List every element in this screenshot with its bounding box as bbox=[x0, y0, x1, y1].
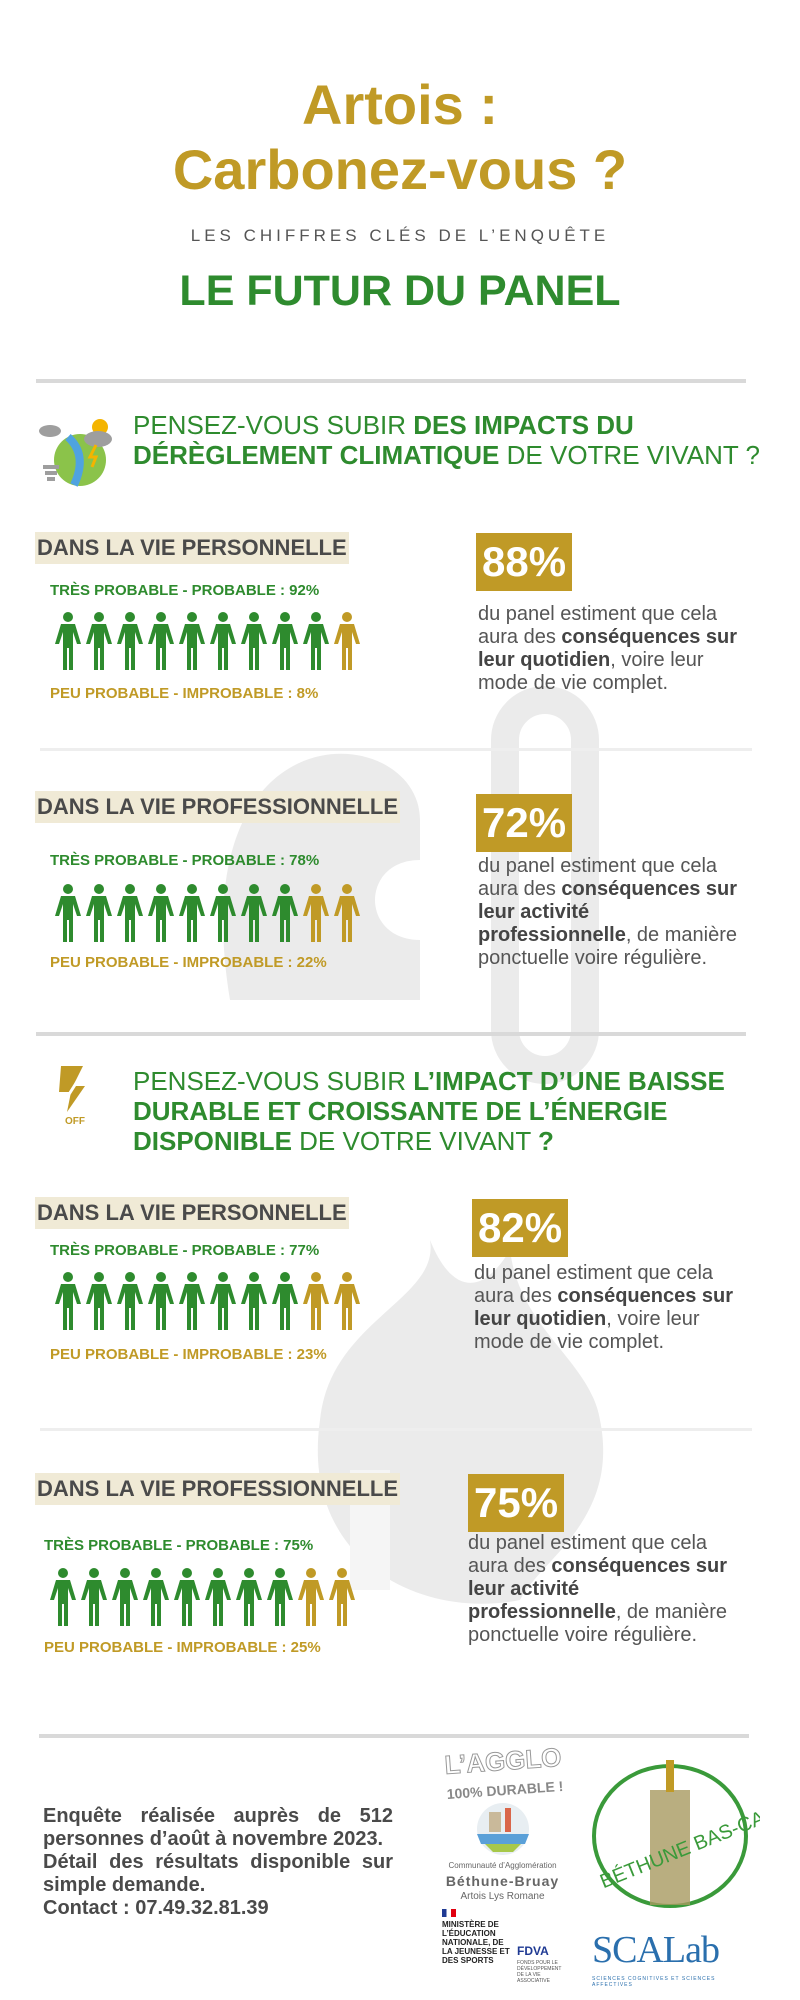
likely-label: TRÈS PROBABLE - PROBABLE : 78% bbox=[50, 852, 320, 869]
person-likely-icon bbox=[117, 612, 143, 670]
unlikely-label: PEU PROBABLE - IMPROBABLE : 8% bbox=[50, 685, 319, 702]
percent-badge: 88% bbox=[476, 533, 573, 591]
person-likely-icon bbox=[210, 1272, 236, 1330]
svg-text:OFF: OFF bbox=[65, 1116, 85, 1126]
likely-label: TRÈS PROBABLE - PROBABLE : 92% bbox=[50, 582, 320, 599]
divider bbox=[36, 379, 746, 383]
likely-label: TRÈS PROBABLE - PROBABLE : 75% bbox=[44, 1537, 314, 1554]
person-unlikely-icon bbox=[303, 1272, 329, 1330]
person-likely-icon bbox=[143, 1568, 169, 1626]
person-likely-icon bbox=[241, 612, 267, 670]
person-likely-icon bbox=[210, 884, 236, 942]
percent-badge: 75% bbox=[468, 1474, 565, 1532]
scalab-subtext: SCIENCES COGNITIVES ET SCIENCES AFFECTIV… bbox=[592, 1976, 716, 1988]
percent-description: du panel estiment que cela aura des cons… bbox=[478, 855, 738, 969]
context-label: DANS LA VIE PROFESSIONNELLE bbox=[35, 1473, 401, 1505]
person-unlikely-icon bbox=[303, 884, 329, 942]
divider bbox=[40, 748, 752, 751]
person-likely-icon bbox=[86, 884, 112, 942]
person-likely-icon bbox=[174, 1568, 200, 1626]
person-likely-icon bbox=[179, 612, 205, 670]
contact-phone: Contact : 07.49.32.81.39 bbox=[43, 1897, 269, 1919]
percent-badge: 72% bbox=[476, 794, 573, 852]
person-likely-icon bbox=[272, 612, 298, 670]
people-pictogram bbox=[50, 1568, 355, 1626]
climate-weather-icon bbox=[39, 419, 112, 487]
person-likely-icon bbox=[148, 884, 174, 942]
question-2: PENSEZ-VOUS SUBIR L’IMPACT D’UNE BAISSE … bbox=[133, 1066, 725, 1156]
fdva-subtext: FONDS POUR LE DÉVELOPPEMENT DE LA VIE AS… bbox=[517, 1960, 562, 1984]
context-label: DANS LA VIE PERSONNELLE bbox=[35, 532, 349, 564]
person-likely-icon bbox=[55, 1272, 81, 1330]
percent-description: du panel estiment que cela aura des cons… bbox=[478, 603, 738, 694]
person-likely-icon bbox=[50, 1568, 76, 1626]
agglo-emblem-icon bbox=[477, 1803, 529, 1855]
person-unlikely-icon bbox=[334, 884, 360, 942]
divider bbox=[39, 1734, 749, 1738]
person-likely-icon bbox=[179, 1272, 205, 1330]
title-line-2: Carbonez-vous ? bbox=[172, 138, 628, 201]
person-likely-icon bbox=[148, 612, 174, 670]
people-pictogram bbox=[55, 884, 360, 942]
power-off-icon: OFF bbox=[57, 1065, 89, 1126]
bethune-bas-carbone-logo: BÉTHUNE BAS-CARBONE bbox=[592, 1760, 760, 1908]
results-availability: Détail des résultats disponible sur simp… bbox=[43, 1851, 393, 1896]
ministere-logo: MINISTÈRE DE L’ÉDUCATION NATIONALE, DE L… bbox=[442, 1920, 510, 1965]
person-likely-icon bbox=[179, 884, 205, 942]
person-unlikely-icon bbox=[334, 1272, 360, 1330]
person-likely-icon bbox=[81, 1568, 107, 1626]
person-likely-icon bbox=[117, 884, 143, 942]
percent-badge: 82% bbox=[472, 1199, 569, 1257]
title-line-1: Artois : bbox=[302, 73, 498, 136]
person-likely-icon bbox=[55, 612, 81, 670]
person-likely-icon bbox=[303, 612, 329, 670]
person-unlikely-icon bbox=[334, 612, 360, 670]
person-likely-icon bbox=[241, 1272, 267, 1330]
person-likely-icon bbox=[236, 1568, 262, 1626]
person-likely-icon bbox=[117, 1272, 143, 1330]
panel-heading: LE FUTUR DU PANEL bbox=[179, 267, 621, 315]
people-pictogram bbox=[55, 1272, 360, 1330]
person-likely-icon bbox=[148, 1272, 174, 1330]
unlikely-label: PEU PROBABLE - IMPROBABLE : 23% bbox=[50, 1346, 327, 1363]
people-pictogram bbox=[55, 612, 360, 670]
divider bbox=[40, 1428, 752, 1431]
unlikely-label: PEU PROBABLE - IMPROBABLE : 22% bbox=[50, 954, 327, 971]
survey-info: Enquête réalisée auprès de 512 personnes… bbox=[43, 1805, 393, 1850]
context-label: DANS LA VIE PERSONNELLE bbox=[35, 1197, 349, 1229]
person-unlikely-icon bbox=[329, 1568, 355, 1626]
person-likely-icon bbox=[272, 1272, 298, 1330]
person-likely-icon bbox=[86, 612, 112, 670]
person-likely-icon bbox=[272, 884, 298, 942]
person-likely-icon bbox=[55, 884, 81, 942]
agglo-name-line2: Béthune-Bruay bbox=[445, 1873, 560, 1889]
percent-description: du panel estiment que cela aura des cons… bbox=[474, 1262, 734, 1353]
survey-footer: Enquête réalisée auprès de 512 personnes… bbox=[43, 1805, 393, 1920]
scalab-logo: SCALab bbox=[592, 1929, 720, 1971]
context-label: DANS LA VIE PROFESSIONNELLE bbox=[35, 791, 401, 823]
person-likely-icon bbox=[210, 612, 236, 670]
percent-description: du panel estiment que cela aura des cons… bbox=[468, 1532, 728, 1646]
agglo-name-line3: Artois Lys Romane bbox=[460, 1891, 545, 1902]
person-likely-icon bbox=[241, 884, 267, 942]
kicker: LES CHIFFRES CLÉS DE L’ENQUÊTE bbox=[190, 226, 610, 245]
unlikely-label: PEU PROBABLE - IMPROBABLE : 25% bbox=[44, 1639, 321, 1656]
person-unlikely-icon bbox=[298, 1568, 324, 1626]
fdva-logo: FDVA bbox=[517, 1944, 549, 1958]
person-likely-icon bbox=[86, 1272, 112, 1330]
person-likely-icon bbox=[112, 1568, 138, 1626]
likely-label: TRÈS PROBABLE - PROBABLE : 77% bbox=[50, 1242, 320, 1259]
marianne-flag-icon bbox=[442, 1909, 456, 1917]
divider bbox=[36, 1032, 746, 1036]
person-likely-icon bbox=[205, 1568, 231, 1626]
agglo-name-line1: Communauté d’Agglomération bbox=[448, 1861, 557, 1870]
question-1: PENSEZ-VOUS SUBIR DES IMPACTS DU DÉRÈGLE… bbox=[133, 410, 760, 470]
person-likely-icon bbox=[267, 1568, 293, 1626]
